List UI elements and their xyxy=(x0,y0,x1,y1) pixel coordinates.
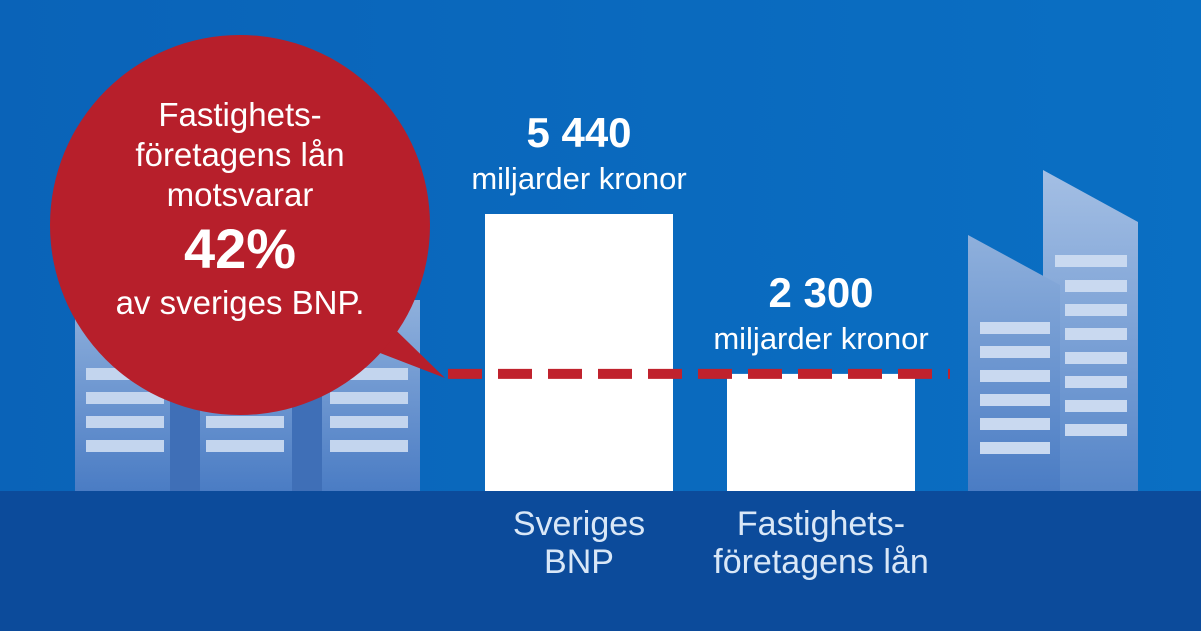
bar-value-label-sveriges-bnp: 5 440 xyxy=(526,109,632,156)
category-label-sveriges-bnp: Sveriges BNP xyxy=(429,505,729,581)
category-label-line: Fastighets- xyxy=(736,505,906,543)
category-label-line: företagens lån xyxy=(713,543,929,581)
bar-fastighetsforetagens-lan xyxy=(727,373,915,491)
bar-unit-label-fastighetsforetagens-lan: miljarder kronor xyxy=(713,320,929,356)
bubble-line: motsvarar xyxy=(166,176,314,213)
category-label-line: Sveriges xyxy=(512,505,646,543)
bar-unit-label-sveriges-bnp: miljarder kronor xyxy=(471,161,687,196)
bubble-line: Fastighets- xyxy=(158,96,322,133)
bubble-percentage: 42% xyxy=(183,217,297,280)
speech-bubble xyxy=(50,35,445,415)
speech-bubble-text: Fastighets- företagens lån motsvarar 42%… xyxy=(80,95,400,323)
bubble-line: av sveriges BNP. xyxy=(115,284,365,321)
bubble-line: företagens lån xyxy=(135,136,345,173)
category-label-fastighetsforetagens-lan: Fastighets- företagens lån xyxy=(671,505,971,581)
ground-band xyxy=(0,491,1201,631)
right-buildings-illustration xyxy=(968,170,1138,492)
bar-value-label-fastighetsforetagens-lan: 2 300 xyxy=(768,268,874,316)
bar-sveriges-bnp xyxy=(485,214,673,491)
category-label-line: BNP xyxy=(544,543,614,581)
